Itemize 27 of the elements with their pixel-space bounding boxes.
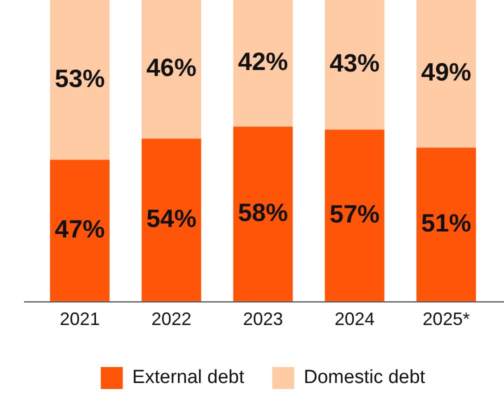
x-tick-label: 2021	[60, 309, 100, 330]
bar	[233, 0, 293, 127]
x-tick-label: 2023	[242, 309, 284, 330]
bar	[416, 148, 476, 302]
data-label: 43%	[330, 50, 380, 78]
bar	[324, 130, 384, 302]
bar	[324, 0, 384, 130]
data-label: 53%	[54, 64, 105, 93]
data-label: 42%	[238, 48, 288, 76]
bar	[50, 160, 110, 302]
data-label: 58%	[238, 198, 288, 227]
bar	[50, 0, 110, 160]
legend-label: External debt	[132, 367, 245, 388]
bar	[142, 0, 202, 139]
data-label: 54%	[146, 204, 196, 233]
data-label: 57%	[330, 200, 380, 228]
data-label: 51%	[421, 209, 472, 238]
bar	[416, 0, 476, 148]
bar	[142, 138, 202, 302]
data-label: 49%	[421, 58, 472, 87]
data-label: 46%	[146, 54, 196, 82]
x-tick-label: 2024	[334, 309, 375, 330]
legend-label: Domestic debt	[304, 367, 426, 388]
data-label: 47%	[54, 215, 105, 244]
x-tick-label: 2025*	[422, 309, 470, 330]
bar	[233, 126, 293, 302]
x-tick-label: 2022	[151, 309, 192, 330]
